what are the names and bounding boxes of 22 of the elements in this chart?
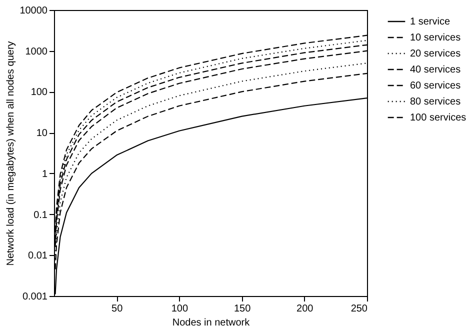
x-tick-label: 250 [350, 304, 368, 314]
y-tick-label: 10 [36, 128, 48, 140]
y-tick-label: 1000 [25, 46, 48, 58]
x-tick-label: 50 [112, 304, 124, 314]
x-tick-label: 100 [171, 304, 188, 314]
y-tick-label: 100 [30, 87, 48, 98]
legend-label: 10 services [410, 32, 461, 44]
legend-label: 100 services [410, 112, 466, 124]
legend-label: 80 services [410, 96, 461, 108]
y-axis-title: Network load (in megabytes) when all nodes query [6, 41, 17, 266]
legend-label: 60 services [410, 80, 461, 92]
y-tick-label: 0.1 [34, 210, 48, 221]
y-tick-label: 1 [42, 168, 48, 180]
x-tick-label: 200 [296, 304, 314, 314]
y-tick-label: 0.01 [28, 250, 48, 262]
x-tick-label: 150 [234, 304, 252, 314]
y-tick-label: 0.001 [22, 292, 48, 302]
legend-label: 1 service [410, 16, 450, 28]
y-tick-label: 10000 [20, 6, 48, 16]
x-axis-title: Nodes in network [172, 318, 251, 328]
legend-label: 20 services [410, 48, 461, 60]
legend-label: 40 services [410, 64, 461, 76]
